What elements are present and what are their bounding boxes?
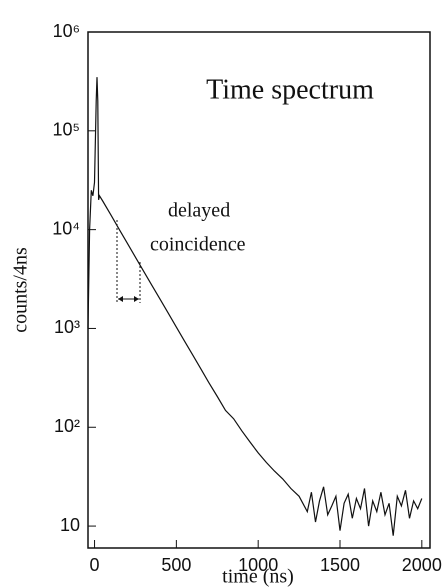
y-tick-label: 10: [60, 515, 80, 535]
x-axis-label: time (ns): [222, 566, 294, 588]
annotation: delayed: [168, 200, 230, 222]
x-tick-label: 2000: [402, 555, 442, 575]
x-tick-label: 1500: [320, 555, 360, 575]
plot-frame: [87, 31, 431, 549]
x-tick-label: 1000: [238, 555, 278, 575]
y-tick-label: 10³: [54, 317, 80, 337]
y-tick-label: 10⁶: [53, 21, 80, 41]
chart-title: Time spectrum: [206, 74, 374, 105]
annotation: coincidence: [150, 234, 246, 256]
arrow-heads: [118, 296, 139, 302]
y-tick-label: 10⁵: [53, 120, 80, 140]
spectrum-line: [87, 77, 423, 536]
x-tick-label: 0: [90, 555, 100, 575]
y-axis-label: counts/4ns: [10, 247, 32, 333]
x-tick-label: 500: [161, 555, 191, 575]
y-tick-label: 10⁴: [52, 218, 80, 238]
y-tick-label: 10²: [54, 416, 80, 436]
